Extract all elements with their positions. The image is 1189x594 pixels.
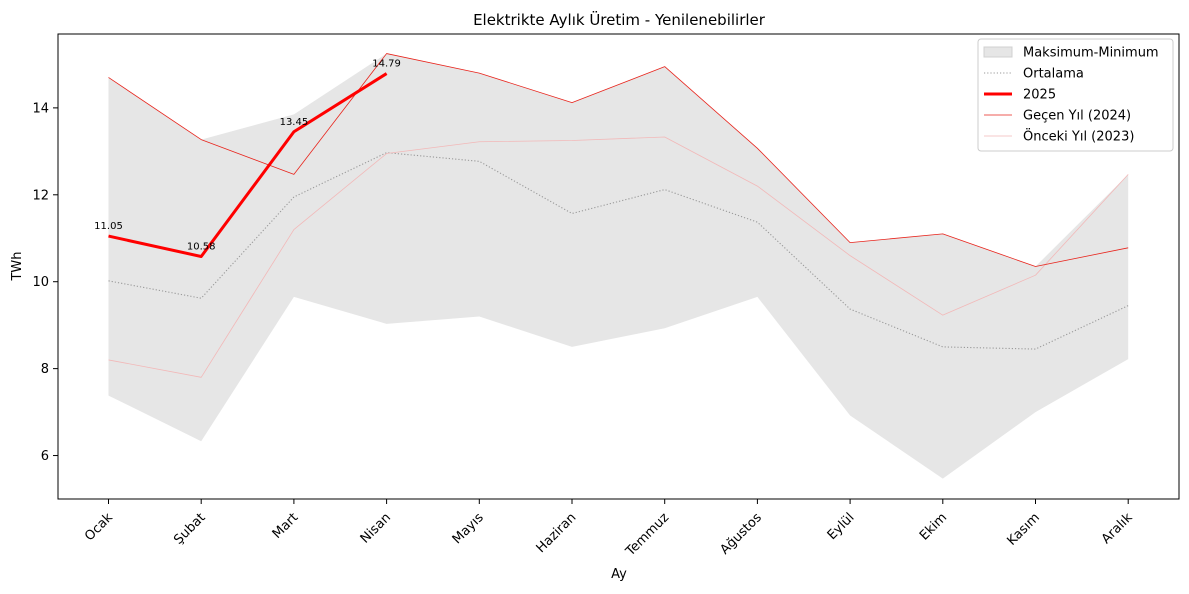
legend-label: Önceki Yıl (2023): [1023, 128, 1134, 145]
y-tick-label: 14: [32, 101, 49, 116]
x-axis-label: Ay: [611, 567, 627, 582]
band-max-min: [108, 53, 1129, 479]
x-tick-label: Ocak: [82, 510, 116, 544]
legend-label: Geçen Yıl (2024): [1023, 109, 1131, 124]
legend-label: 2025: [1023, 88, 1056, 103]
y-tick-label: 10: [32, 275, 49, 290]
series-line-0: [108, 152, 1129, 350]
x-tick-label: Aralık: [1099, 510, 1136, 547]
series-line-3: [108, 72, 388, 259]
data-label: 10.58: [187, 242, 216, 253]
legend-label: Maksimum-Minimum: [1023, 46, 1159, 61]
x-tick-label: Ağustos: [717, 510, 765, 558]
legend-box: [977, 38, 1174, 152]
y-tick-label: 6: [41, 449, 49, 464]
data-label: 14.79: [372, 59, 401, 70]
plot-area: 11.05 10.58 13.45 14.79: [94, 53, 1129, 479]
x-tick-label: Mart: [270, 510, 302, 542]
chart-title: Elektrikte Aylık Üretim - Yenilenebilirl…: [473, 10, 766, 29]
x-tick-label: Şubat: [171, 510, 208, 547]
legend-label: Ortalama: [1023, 67, 1084, 82]
data-label: 11.05: [94, 221, 123, 232]
legend-swatch: [983, 46, 1013, 58]
x-tick-label: Ekim: [917, 510, 950, 543]
y-axis: 6 8 10 12 14: [32, 101, 58, 464]
x-tick-label: Nisan: [358, 510, 394, 546]
series-line-2: [108, 53, 1129, 267]
x-axis: Ocak Şubat Mart Nisan Mayıs Haziran Temmuz Ağus…: [82, 499, 1136, 560]
y-axis-label: TWh: [10, 251, 25, 281]
x-tick-label: Mayıs: [450, 510, 487, 547]
x-tick-label: Haziran: [534, 510, 580, 556]
series-line-1: [108, 136, 1129, 378]
x-tick-label: Temmuz: [623, 510, 673, 560]
plot-frame: [57, 33, 1180, 500]
y-tick-label: 8: [41, 362, 49, 377]
x-tick-label: Kasım: [1005, 510, 1043, 548]
data-label: 13.45: [280, 117, 309, 128]
y-tick-label: 12: [32, 188, 49, 203]
x-tick-label: Eylül: [825, 510, 858, 543]
legend: Maksimum-Minimum Ortalama 2025 Geçen Yıl (2…: [977, 38, 1174, 152]
